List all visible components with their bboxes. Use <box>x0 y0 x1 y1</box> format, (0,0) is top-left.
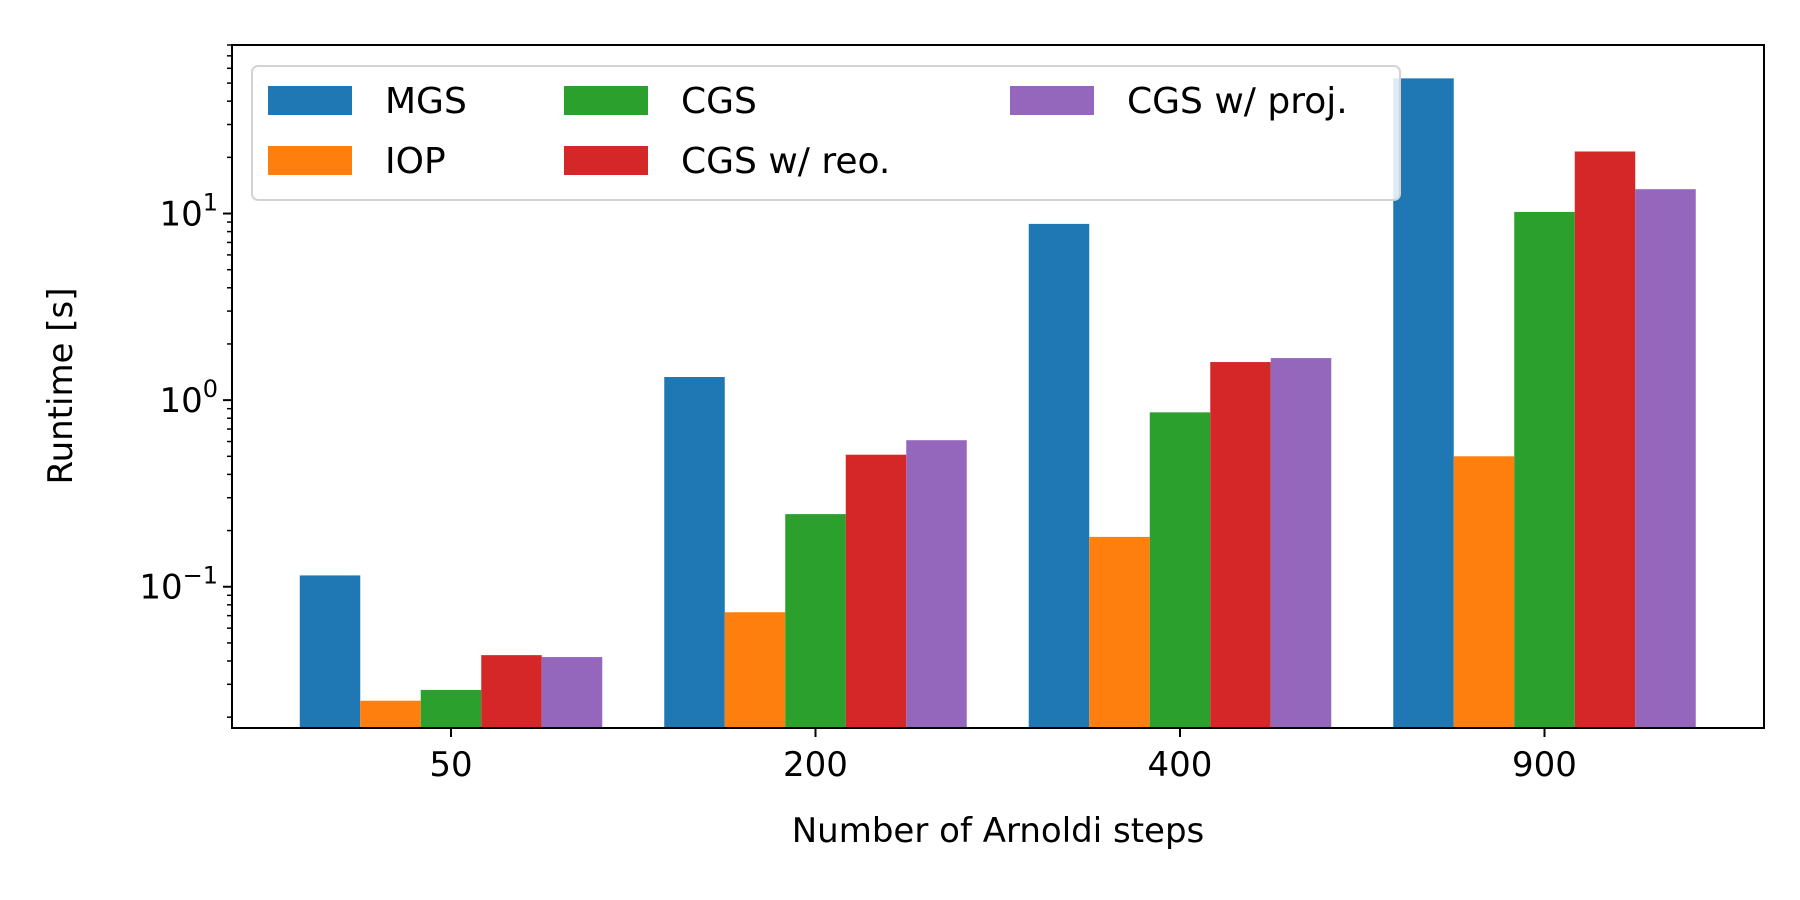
bar-cgs-w-reo-50 <box>481 655 542 728</box>
legend: MGS IOP CGS CGS w/ reo. CGS w/ proj. <box>251 65 1401 201</box>
bar-mgs-50 <box>299 575 361 728</box>
legend-swatch-cgs <box>564 86 648 115</box>
bar-cgs-400 <box>1149 412 1211 728</box>
bar-cgs-900 <box>1514 211 1575 729</box>
legend-swatch-iop <box>268 146 352 175</box>
bars-layer <box>299 78 1696 729</box>
x-axis: 50 200 400 900 <box>429 728 1577 785</box>
legend-label-mgs: MGS <box>385 81 467 122</box>
bar-cgs-w-reo-200 <box>845 454 907 728</box>
bar-iop-50 <box>360 700 421 728</box>
bar-cgs-w-proj-50 <box>541 657 603 728</box>
legend-label-iop: IOP <box>385 141 446 182</box>
legend-swatch-mgs <box>268 86 352 115</box>
bar-iop-900 <box>1453 456 1515 728</box>
bar-iop-200 <box>724 612 786 728</box>
bar-cgs-w-proj-400 <box>1270 358 1332 728</box>
legend-swatch-cgs-w-proj <box>1010 86 1094 115</box>
x-tick-label-900: 900 <box>1512 745 1577 785</box>
bar-cgs-200 <box>785 514 846 728</box>
bar-mgs-400 <box>1028 223 1090 728</box>
legend-label-cgs-w-reo: CGS w/ reo. <box>681 141 890 182</box>
plot-frame <box>231 44 1765 729</box>
bar-mgs-200 <box>664 377 725 728</box>
x-axis-label: Number of Arnoldi steps <box>792 811 1205 851</box>
legend-box <box>251 65 1401 201</box>
legend-label-cgs-w-proj: CGS w/ proj. <box>1127 81 1348 122</box>
y-axis: 10−1 100 101 <box>139 44 232 718</box>
bar-cgs-w-proj-900 <box>1635 189 1696 728</box>
x-tick-label-50: 50 <box>429 745 472 785</box>
bar-cgs-w-reo-400 <box>1210 362 1271 728</box>
y-tick-label: 10−1 <box>139 562 218 608</box>
x-tick-label-200: 200 <box>783 745 848 785</box>
bar-mgs-900 <box>1393 78 1454 729</box>
legend-swatch-cgs-w-reo <box>564 146 648 175</box>
legend-label-cgs: CGS <box>681 81 757 122</box>
bar-cgs-w-reo-900 <box>1574 151 1636 729</box>
x-tick-label-400: 400 <box>1148 745 1213 785</box>
y-tick-label: 101 <box>159 189 218 235</box>
y-axis-label: Runtime [s] <box>41 287 81 484</box>
bar-cgs-50 <box>420 689 482 728</box>
bar-cgs-w-proj-200 <box>906 440 967 728</box>
bar-iop-400 <box>1089 536 1150 728</box>
y-tick-label: 100 <box>159 375 218 421</box>
